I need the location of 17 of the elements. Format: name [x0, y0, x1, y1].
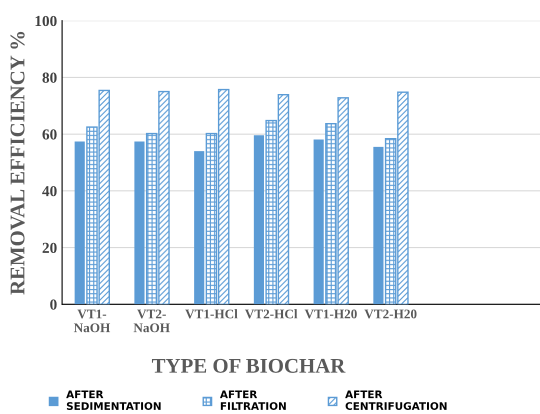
y-axis-title: REMOVAL EFFICIENCY %	[10, 32, 25, 295]
x-tick-label: VT1- NaOH	[74, 310, 110, 332]
y-tick-label: 40	[42, 186, 57, 196]
x-tick-label: VT1-HCl	[185, 309, 238, 319]
x-axis-title: TYPE OF BIOCHAR	[152, 358, 346, 373]
x-tick-label: VT1-H20	[304, 310, 357, 319]
y-tick-label: 60	[42, 129, 57, 140]
y-tick-label: 20	[42, 242, 57, 254]
y-tick-label: 100	[36, 16, 57, 26]
legend-label: AFTER CENTRIFUGATION	[345, 390, 447, 410]
y-tick-label: 80	[42, 72, 57, 83]
x-tick-label: VT2- NaOH	[134, 310, 170, 332]
legend-label: AFTER SEDIMENTATION	[66, 390, 161, 410]
x-tick-label: VT2-H20	[364, 310, 417, 319]
legend-label: AFTER FILTRATION	[220, 390, 286, 410]
y-tick-label: 0	[50, 299, 57, 310]
x-tick-label: VT2-HCl	[244, 309, 298, 319]
